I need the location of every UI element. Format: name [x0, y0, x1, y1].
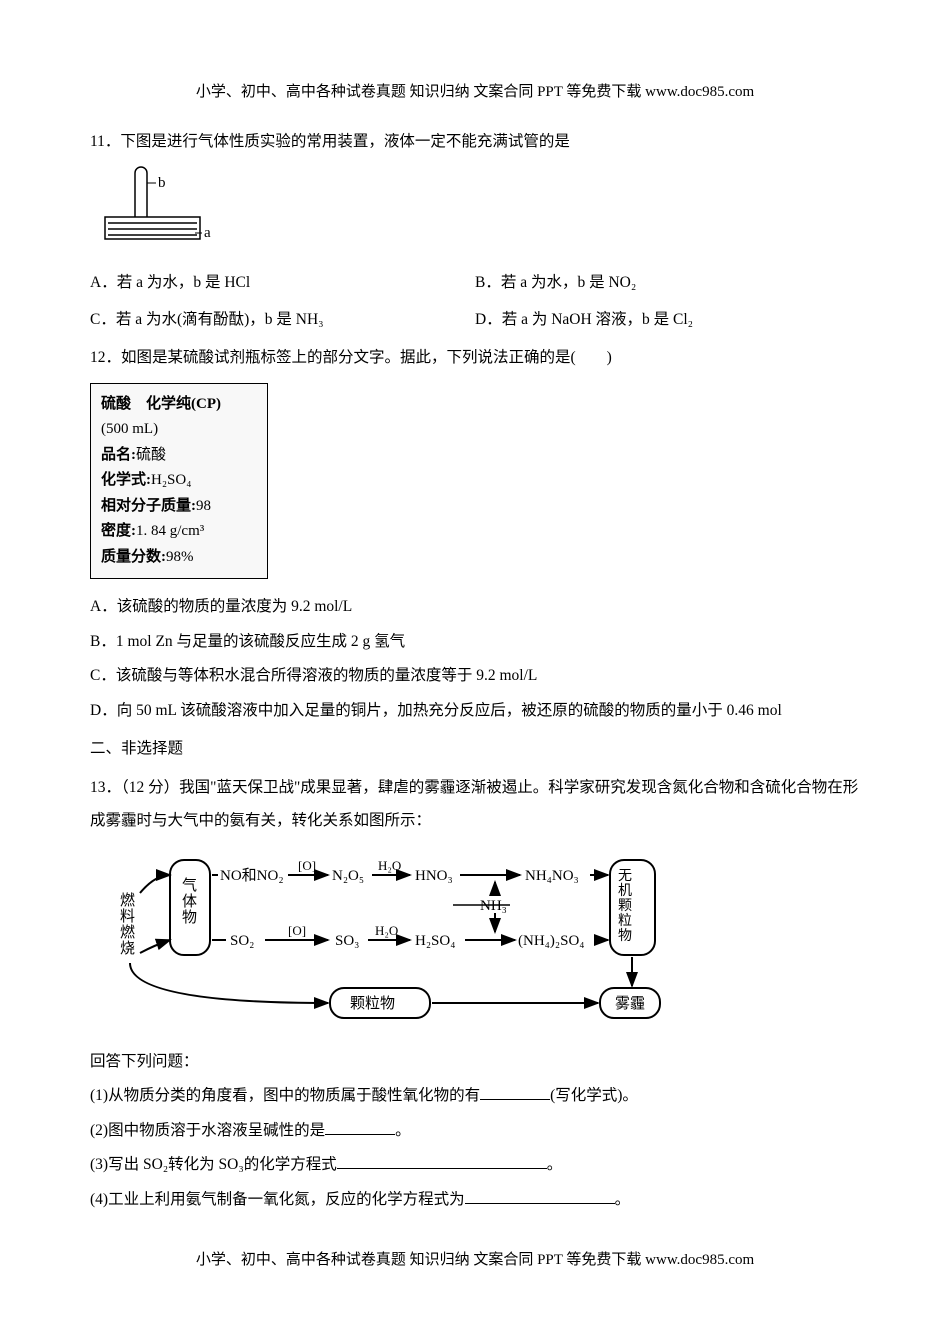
q12-optA: A．该硫酸的物质的量浓度为 9.2 mol/L: [90, 591, 860, 624]
node-solid: 无机颗粒物: [618, 869, 632, 944]
q13-p1: (1)从物质分类的角度看，图中的物质属于酸性氧化物的有 (写化学式)。: [90, 1080, 860, 1113]
blank-4: [465, 1188, 615, 1204]
q12-reagent-label: 硫酸 化学纯(CP) (500 mL) 品名:硫酸 化学式:H₂SO₄ 相对分子…: [90, 383, 268, 580]
page-header: 小学、初中、高中各种试卷真题 知识归纳 文案合同 PPT 等免费下载 www.d…: [0, 80, 950, 101]
q13-answer-intro: 回答下列问题：: [90, 1046, 860, 1079]
node-so2: SO₂: [230, 933, 254, 949]
q13-p4a: (4)工业上利用氨气制备一氧化氮，反应的化学方程式为: [90, 1191, 465, 1208]
q13-flowchart: 燃料燃烧 气体物 无机颗粒物 颗粒物 雾霾 NO和NO₂ [O] N₂O₅ H₂…: [100, 845, 690, 1025]
label-density-lbl: 密度:: [101, 523, 136, 539]
q13-p4b: 。: [615, 1191, 631, 1208]
label-name: 品名:硫酸: [101, 443, 257, 469]
q11-optC: C．若 a 为水(滴有酚酞)，b 是 NH₃: [90, 304, 475, 337]
section-2-heading: 二、非选择题: [90, 733, 860, 766]
q11-optD: D．若 a 为 NaOH 溶液，b 是 Cl₂: [475, 304, 860, 337]
label-mw-val: 98: [196, 498, 211, 514]
label-title: 硫酸 化学纯(CP): [101, 392, 257, 418]
document-body: 11．下图是进行气体性质实验的常用装置，液体一定不能充满试管的是 b a A．若…: [90, 120, 860, 1216]
node-nh3: NH₃: [480, 898, 507, 914]
node-so3: SO₃: [335, 933, 359, 949]
q11-options-row1: A．若 a 为水，b 是 HCl B．若 a 为水，b 是 NO₂: [90, 267, 860, 300]
node-n2o5: N₂O₅: [332, 868, 364, 884]
node-nh4no3: NH₄NO₃: [525, 868, 579, 884]
label-mass-val: 98%: [166, 549, 194, 565]
node-nh4so4: (NH₄)₂SO₄: [518, 933, 585, 949]
q13-stem: 13．（12 分）我国"蓝天保卫战"成果显著，肆虐的雾霾逐渐被遏止。科学家研究发…: [90, 772, 860, 837]
q11-optB: B．若 a 为水，b 是 NO₂: [475, 267, 860, 300]
node-gas: 气体物: [182, 877, 197, 926]
node-h2so4: H₂SO₄: [415, 933, 455, 949]
label-mw-lbl: 相对分子质量:: [101, 498, 196, 514]
label-name-lbl: 品名:: [101, 447, 136, 463]
label-formula-val: H₂SO₄: [151, 472, 191, 488]
edge-h2o1: H₂O: [378, 858, 401, 873]
edge-ox1: [O]: [298, 858, 316, 873]
q11-options-row2: C．若 a 为水(滴有酚酞)，b 是 NH₃ D．若 a 为 NaOH 溶液，b…: [90, 304, 860, 337]
node-haze: 雾霾: [615, 995, 645, 1012]
node-fuel: 燃料燃烧: [120, 891, 135, 957]
label-volume: (500 mL): [101, 417, 257, 443]
q11-diagram: b a: [100, 165, 220, 245]
q13-p4: (4)工业上利用氨气制备一氧化氮，反应的化学方程式为 。: [90, 1184, 860, 1217]
label-density: 密度:1. 84 g/cm³: [101, 519, 257, 545]
q12-optD: D．向 50 mL 该硫酸溶液中加入足量的铜片，加热充分反应后，被还原的硫酸的物…: [90, 695, 860, 728]
blank-2: [325, 1119, 395, 1135]
q13-p2a: (2)图中物质溶于水溶液呈碱性的是: [90, 1122, 325, 1139]
q13-p3: (3)写出 SO₂转化为 SO₃的化学方程式 。: [90, 1149, 860, 1182]
q13-p2: (2)图中物质溶于水溶液呈碱性的是 。: [90, 1115, 860, 1148]
label-formula: 化学式:H₂SO₄: [101, 468, 257, 494]
label-density-val: 1. 84 g/cm³: [136, 523, 204, 539]
label-mass-lbl: 质量分数:: [101, 549, 166, 565]
edge-ox2: [O]: [288, 923, 306, 938]
node-no: NO和NO₂: [220, 867, 284, 884]
blank-1: [480, 1085, 550, 1101]
q13-p1a: (1)从物质分类的角度看，图中的物质属于酸性氧化物的有: [90, 1087, 480, 1104]
q13-p3a: (3)写出 SO₂转化为 SO₃的化学方程式: [90, 1156, 337, 1173]
label-formula-lbl: 化学式:: [101, 472, 151, 488]
label-mw: 相对分子质量:98: [101, 494, 257, 520]
label-a: a: [204, 225, 211, 241]
q13-p2b: 。: [395, 1122, 411, 1139]
label-mass: 质量分数:98%: [101, 545, 257, 571]
label-name-val: 硫酸: [136, 447, 166, 463]
blank-3: [337, 1154, 547, 1170]
q13-p1b: (写化学式)。: [550, 1087, 638, 1104]
node-particle: 颗粒物: [350, 995, 395, 1012]
page-footer: 小学、初中、高中各种试卷真题 知识归纳 文案合同 PPT 等免费下载 www.d…: [0, 1248, 950, 1269]
edge-h2o2: H₂O: [375, 923, 398, 938]
q12-optB: B．1 mol Zn 与足量的该硫酸反应生成 2 g 氢气: [90, 626, 860, 659]
label-b: b: [158, 175, 166, 191]
q11-optA: A．若 a 为水，b 是 HCl: [90, 267, 475, 300]
q13-p3b: 。: [547, 1156, 563, 1173]
q12-optC: C．该硫酸与等体积水混合所得溶液的物质的量浓度等于 9.2 mol/L: [90, 660, 860, 693]
q12-stem: 12．如图是某硫酸试剂瓶标签上的部分文字。据此，下列说法正确的是( ): [90, 342, 860, 375]
node-hno3: HNO₃: [415, 868, 453, 884]
q11-stem: 11．下图是进行气体性质实验的常用装置，液体一定不能充满试管的是: [90, 126, 860, 159]
